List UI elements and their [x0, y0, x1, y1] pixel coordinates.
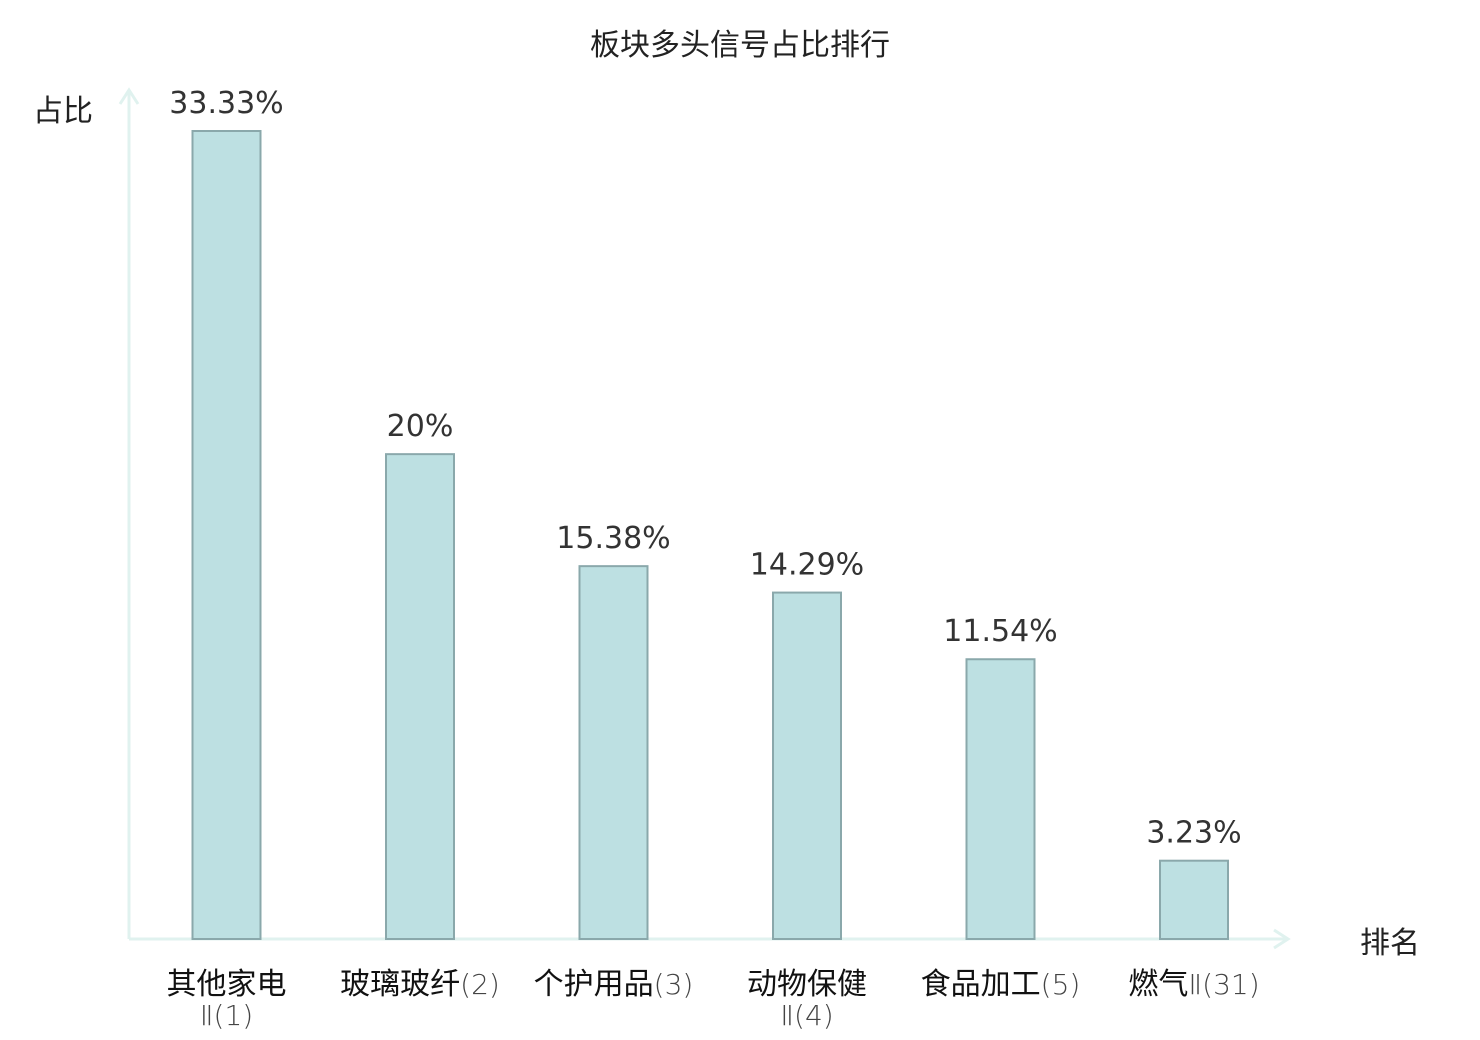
tick-label-rank-4: Ⅱ(4)	[780, 999, 833, 1032]
data-label-2: 20%	[387, 409, 454, 444]
data-label-1: 33.33%	[169, 86, 283, 121]
bar-4	[772, 591, 842, 940]
tick-label-2: 玻璃玻纤(2)	[340, 967, 500, 1002]
tick-label-4: 动物保健	[747, 967, 867, 1002]
bar-3	[578, 565, 649, 940]
tick-label-rank-1: Ⅱ(1)	[200, 999, 253, 1032]
chart-title: 板块多头信号占比排行	[590, 28, 890, 63]
x-axis-label: 排名	[1360, 926, 1420, 961]
y-axis-label: 占比	[33, 94, 93, 129]
tick-label-6: 燃气Ⅱ(31)	[1128, 967, 1259, 1002]
bar-1	[191, 130, 262, 940]
y-axis-arrow	[118, 87, 140, 105]
data-label-3: 15.38%	[556, 521, 670, 556]
data-label-4: 14.29%	[750, 548, 864, 583]
tick-label-5: 食品加工(5)	[921, 967, 1081, 1002]
tick-label-3: 个护用品(3)	[534, 967, 694, 1002]
bar-5	[965, 658, 1036, 940]
bar-6	[1159, 859, 1229, 940]
bar-2	[385, 453, 455, 940]
x-axis-arrow	[1273, 928, 1291, 950]
data-label-6: 3.23%	[1146, 816, 1241, 851]
data-label-5: 11.54%	[943, 614, 1057, 649]
tick-label-1: 其他家电	[167, 967, 287, 1002]
axes	[118, 87, 1291, 950]
